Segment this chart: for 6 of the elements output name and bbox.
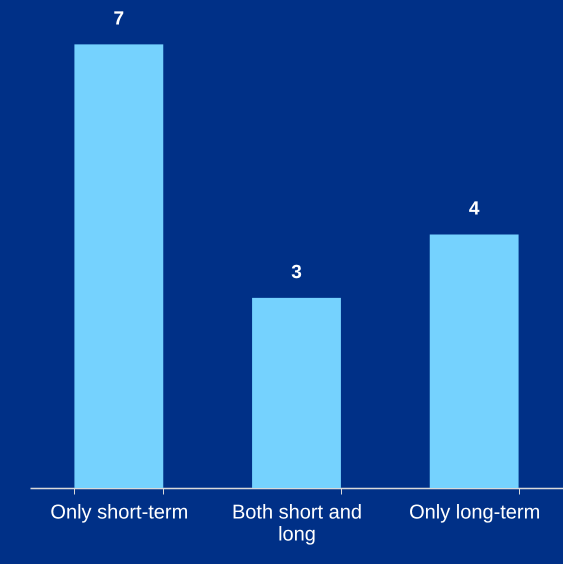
x-tick-label: Both short and long [232, 502, 362, 546]
data-label: 7 [114, 8, 124, 30]
x-tick-label: Only long-term [409, 502, 540, 524]
data-label: 4 [468, 198, 480, 220]
data-label: 3 [291, 262, 302, 283]
x-tick-label: Only short-term [50, 502, 188, 524]
